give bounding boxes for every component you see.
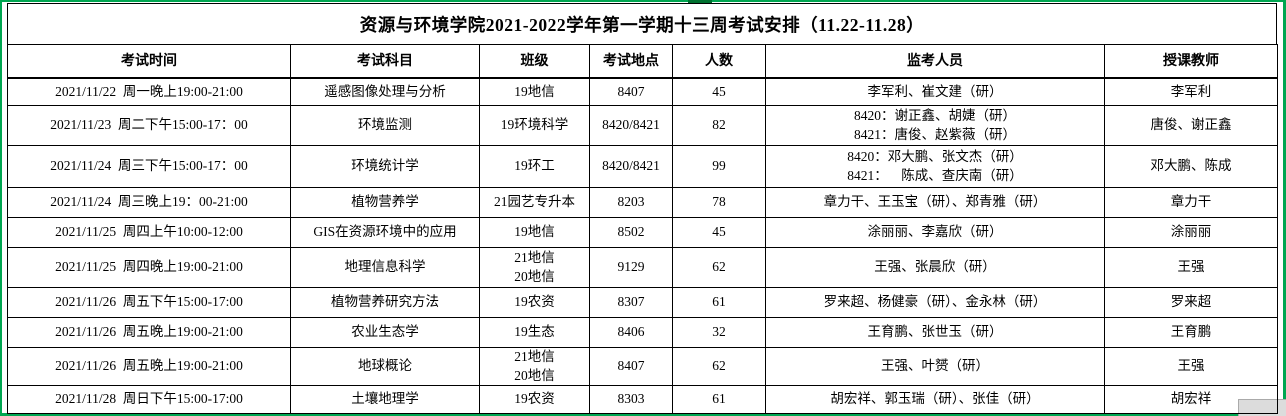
cell-teacher: 罗来超 bbox=[1104, 287, 1278, 318]
cell-class: 19环工 bbox=[479, 145, 590, 188]
cell-exam-time: 2021/11/24 周三下午15:00-17：00 bbox=[7, 145, 291, 188]
green-gridline-right bbox=[1283, 0, 1286, 416]
cell-class: 19地信 bbox=[479, 217, 590, 248]
table-row: 2021/11/26 周五下午15:00-17:00 植物营养研究方法 19农资… bbox=[7, 287, 1278, 318]
cell-invigilators: 章力干、王玉宝（研）、郑青雅（研） bbox=[765, 187, 1105, 218]
cell-exam-time: 2021/11/26 周五晚上19:00-21:00 bbox=[7, 347, 291, 386]
cell-count: 45 bbox=[672, 77, 766, 106]
cell-location: 8303 bbox=[589, 385, 673, 414]
table-row: 2021/11/24 周三下午15:00-17：00 环境统计学 19环工 84… bbox=[7, 145, 1278, 188]
table-row: 2021/11/25 周四上午10:00-12:00 GIS在资源环境中的应用 … bbox=[7, 217, 1278, 248]
col-header-count: 人数 bbox=[672, 44, 766, 79]
cell-exam-time: 2021/11/23 周二下午15:00-17：00 bbox=[7, 105, 291, 146]
cell-invigilators: 涂丽丽、李嘉欣（研） bbox=[765, 217, 1105, 248]
table-row: 2021/11/26 周五晚上19:00-21:00 地球概论 21地信 20地… bbox=[7, 347, 1278, 386]
cell-exam-time: 2021/11/26 周五下午15:00-17:00 bbox=[7, 287, 291, 318]
cell-subject: 植物营养研究方法 bbox=[290, 287, 480, 318]
cell-invigilators: 王强、叶赟（研） bbox=[765, 347, 1105, 386]
table-row: 2021/11/25 周四晚上19:00-21:00 地理信息科学 21地信 2… bbox=[7, 247, 1278, 288]
header-row: 考试时间 考试科目 班级 考试地点 人数 监考人员 授课教师 bbox=[7, 44, 1278, 79]
cell-class: 19生态 bbox=[479, 317, 590, 348]
green-gridline-bottom bbox=[0, 413, 1238, 416]
cell-teacher: 章力干 bbox=[1104, 187, 1278, 218]
cell-invigilators: 王育鹏、张世玉（研） bbox=[765, 317, 1105, 348]
cell-teacher: 唐俊、谢正鑫 bbox=[1104, 105, 1278, 146]
green-gridline-left bbox=[0, 0, 2, 416]
table-row: 2021/11/26 周五晚上19:00-21:00 农业生态学 19生态 84… bbox=[7, 317, 1278, 348]
cell-count: 62 bbox=[672, 247, 766, 288]
table-row: 2021/11/22 周一晚上19:00-21:00 遥感图像处理与分析 19地… bbox=[7, 77, 1278, 106]
col-header-teacher: 授课教师 bbox=[1104, 44, 1278, 79]
cell-invigilators: 8420：邓大鹏、张文杰（研） 8421： 陈成、查庆南（研） bbox=[765, 145, 1105, 188]
cell-location: 8420/8421 bbox=[589, 145, 673, 188]
cell-location: 8406 bbox=[589, 317, 673, 348]
col-header-exam-time: 考试时间 bbox=[7, 44, 291, 79]
cell-subject: 环境监测 bbox=[290, 105, 480, 146]
cell-count: 61 bbox=[672, 385, 766, 414]
cell-class: 19地信 bbox=[479, 77, 590, 106]
cell-teacher: 王育鹏 bbox=[1104, 317, 1278, 348]
cell-count: 32 bbox=[672, 317, 766, 348]
cell-location: 9129 bbox=[589, 247, 673, 288]
cell-invigilators: 胡宏祥、郭玉瑞（研）、张佳（研） bbox=[765, 385, 1105, 414]
cell-class: 21地信 20地信 bbox=[479, 347, 590, 386]
cell-count: 82 bbox=[672, 105, 766, 146]
cell-exam-time: 2021/11/24 周三晚上19：00-21:00 bbox=[7, 187, 291, 218]
cell-subject: 土壤地理学 bbox=[290, 385, 480, 414]
cell-subject: 环境统计学 bbox=[290, 145, 480, 188]
schedule-table-wrapper: 资源与环境学院2021-2022学年第一学期十三周考试安排（11.22-11.2… bbox=[7, 3, 1278, 414]
cell-exam-time: 2021/11/25 周四上午10:00-12:00 bbox=[7, 217, 291, 248]
cell-teacher: 胡宏祥 bbox=[1104, 385, 1278, 414]
cell-exam-time: 2021/11/26 周五晚上19:00-21:00 bbox=[7, 317, 291, 348]
cell-count: 45 bbox=[672, 217, 766, 248]
cell-count: 78 bbox=[672, 187, 766, 218]
cell-count: 99 bbox=[672, 145, 766, 188]
col-header-location: 考试地点 bbox=[589, 44, 673, 79]
cell-class: 21园艺专升本 bbox=[479, 187, 590, 218]
exam-schedule-table: 考试时间 考试科目 班级 考试地点 人数 监考人员 授课教师 2021/11/2… bbox=[7, 44, 1278, 414]
cell-invigilators: 罗来超、杨健豪（研）、金永林（研） bbox=[765, 287, 1105, 318]
table-row: 2021/11/23 周二下午15:00-17：00 环境监测 19环境科学 8… bbox=[7, 105, 1278, 146]
cell-invigilators: 王强、张晨欣（研） bbox=[765, 247, 1105, 288]
cell-subject: 遥感图像处理与分析 bbox=[290, 77, 480, 106]
cell-teacher: 李军利 bbox=[1104, 77, 1278, 106]
cell-location: 8307 bbox=[589, 287, 673, 318]
green-tab-marker bbox=[688, 0, 712, 4]
col-header-invigilators: 监考人员 bbox=[765, 44, 1105, 79]
cell-location: 8502 bbox=[589, 217, 673, 248]
cell-location: 8203 bbox=[589, 187, 673, 218]
cell-count: 61 bbox=[672, 287, 766, 318]
cell-class: 21地信 20地信 bbox=[479, 247, 590, 288]
cell-exam-time: 2021/11/22 周一晚上19:00-21:00 bbox=[7, 77, 291, 106]
table-row: 2021/11/28 周日下午15:00-17:00 土壤地理学 19农资 83… bbox=[7, 385, 1278, 414]
cell-class: 19农资 bbox=[479, 287, 590, 318]
col-header-subject: 考试科目 bbox=[290, 44, 480, 79]
cell-teacher: 王强 bbox=[1104, 247, 1278, 288]
cell-subject: 地理信息科学 bbox=[290, 247, 480, 288]
cell-teacher: 王强 bbox=[1104, 347, 1278, 386]
cell-subject: GIS在资源环境中的应用 bbox=[290, 217, 480, 248]
cell-class: 19环境科学 bbox=[479, 105, 590, 146]
cell-exam-time: 2021/11/25 周四晚上19:00-21:00 bbox=[7, 247, 291, 288]
cell-count: 62 bbox=[672, 347, 766, 386]
cell-location: 8407 bbox=[589, 347, 673, 386]
cell-subject: 地球概论 bbox=[290, 347, 480, 386]
cell-exam-time: 2021/11/28 周日下午15:00-17:00 bbox=[7, 385, 291, 414]
page-title: 资源与环境学院2021-2022学年第一学期十三周考试安排（11.22-11.2… bbox=[7, 3, 1277, 44]
cell-location: 8420/8421 bbox=[589, 105, 673, 146]
cell-subject: 植物营养学 bbox=[290, 187, 480, 218]
cell-invigilators: 8420：谢正鑫、胡婕（研） 8421：唐俊、赵紫薇（研） bbox=[765, 105, 1105, 146]
col-header-class: 班级 bbox=[479, 44, 590, 79]
green-gridline-top bbox=[0, 0, 1286, 2]
cell-teacher: 邓大鹏、陈成 bbox=[1104, 145, 1278, 188]
cell-invigilators: 李军利、崔文建（研） bbox=[765, 77, 1105, 106]
cell-class: 19农资 bbox=[479, 385, 590, 414]
cell-subject: 农业生态学 bbox=[290, 317, 480, 348]
cell-location: 8407 bbox=[589, 77, 673, 106]
cell-teacher: 涂丽丽 bbox=[1104, 217, 1278, 248]
table-row: 2021/11/24 周三晚上19：00-21:00 植物营养学 21园艺专升本… bbox=[7, 187, 1278, 218]
